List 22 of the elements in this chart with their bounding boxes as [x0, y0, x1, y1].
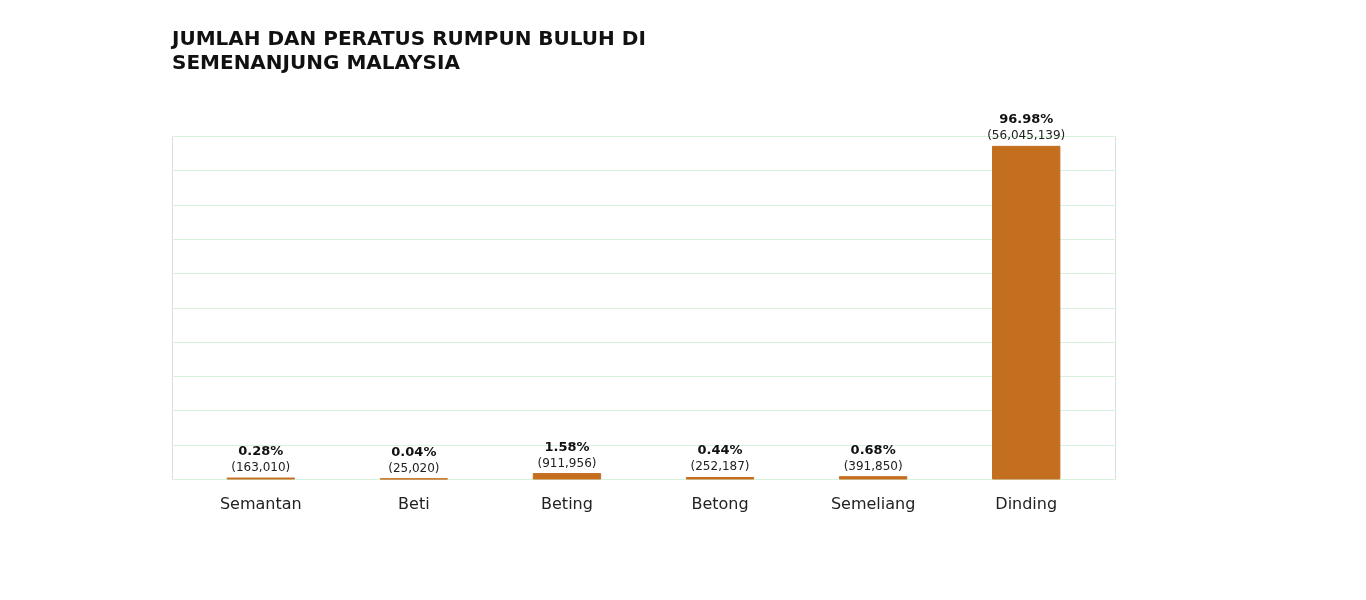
x-tick-label: Beting [541, 493, 593, 513]
annotation: (911,956) [537, 455, 597, 470]
x-tick-label: Betong [691, 493, 749, 513]
x-tick-label: Beti [398, 493, 430, 513]
data-label: 0.68% [850, 441, 896, 457]
annotation: (56,045,139) [987, 128, 1066, 143]
bar [532, 473, 602, 480]
data-label: 0.28% [238, 443, 284, 459]
bar [838, 476, 908, 480]
data-label: 1.58% [544, 438, 590, 454]
x-tick-label: Dinding [995, 493, 1058, 513]
annotation: (391,850) [843, 458, 903, 473]
data-label: 0.04% [391, 443, 437, 459]
x-tick-label: Semeliang [830, 493, 916, 513]
annotation: (252,187) [690, 459, 750, 474]
bar [992, 145, 1061, 480]
x-tick-label: Semantan [219, 493, 302, 513]
data-label: 96.98% [999, 111, 1054, 127]
annotation: (163,010) [231, 460, 291, 475]
data-label: 0.44% [697, 442, 743, 458]
chart-title: JUMLAH DAN PERATUS RUMPUN BULUH DI SEMENANJUNG MALAYSIA [170, 26, 646, 75]
annotation: (25,020) [388, 460, 440, 475]
